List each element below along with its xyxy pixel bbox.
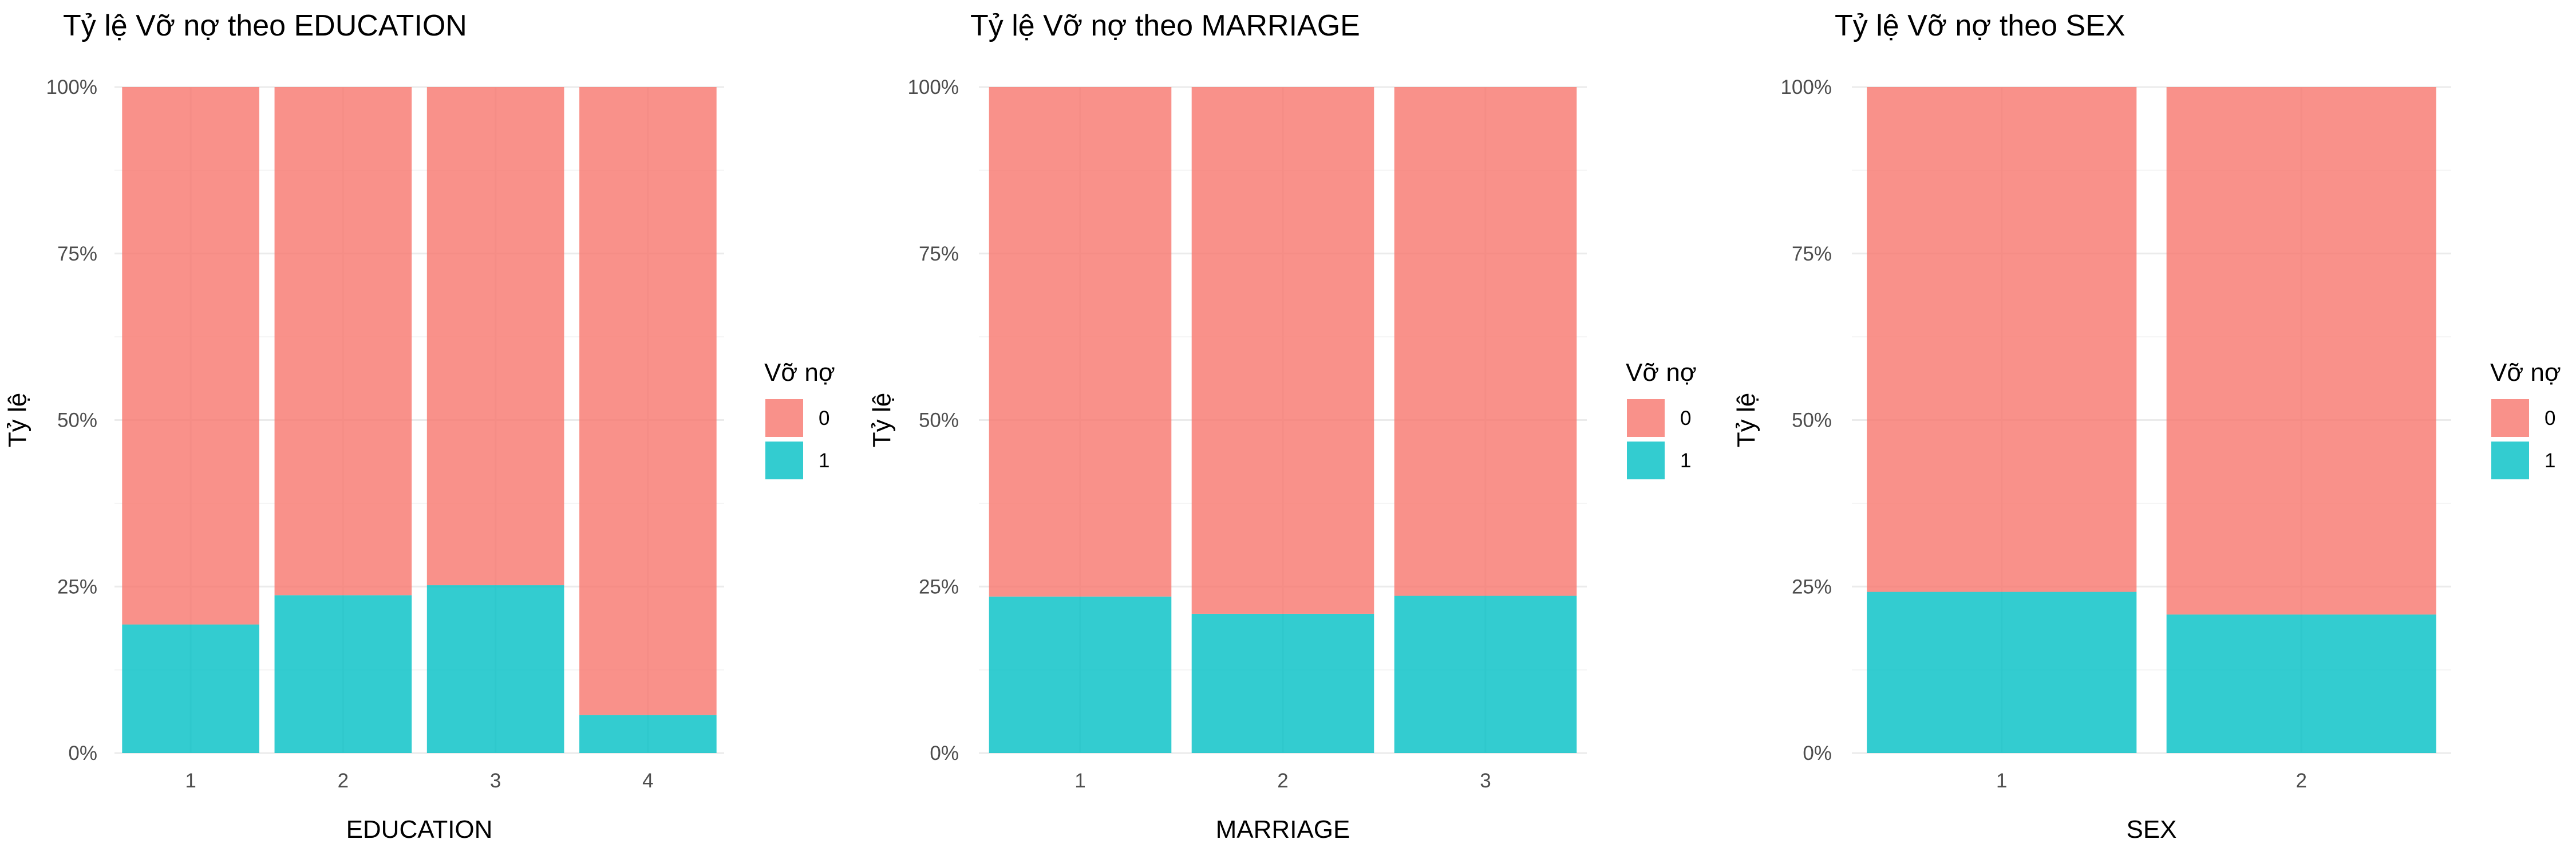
x-tick-label: 2 [338,770,349,792]
legend-key-0 [2491,399,2529,437]
bar-segment-1-cat-1 [1867,592,2137,753]
bar-segment-1-cat-2 [1191,613,1374,753]
bar-segment-1-cat-2 [2166,614,2436,753]
legend-key-0 [1627,399,1665,437]
bar-segment-0-cat-1 [122,87,259,625]
chart-title: Tỷ lệ Vỡ nợ theo EDUCATION [63,9,467,42]
legend-title: Vỡ nợ [2490,358,2561,387]
y-tick-label: 75% [1792,243,1832,265]
x-tick-label: 3 [1480,770,1491,792]
y-tick-label: 25% [919,576,959,598]
x-tick-label: 1 [1074,770,1085,792]
legend-label: 0 [1680,407,1691,430]
y-axis-title: Tỷ lệ [1732,393,1760,447]
bar-segment-1-cat-1 [989,596,1172,753]
legend-label: 1 [1680,450,1691,472]
bar-segment-1-cat-4 [579,715,717,753]
legend: Vỡ nợ 0 1 [764,358,835,479]
y-tick-label: 50% [1792,409,1832,432]
y-tick-label: 100% [46,76,97,98]
y-tick-label: 100% [1780,76,1832,98]
legend-label: 1 [819,450,829,472]
x-tick-label: 1 [185,770,196,792]
legend-label: 0 [819,407,829,430]
legend-key-1 [765,442,803,479]
y-tick-label: 25% [57,576,97,598]
y-tick-label: 0% [68,742,97,765]
legend: Vỡ nợ 0 1 [1626,358,1697,479]
y-tick-label: 25% [1792,576,1832,598]
bar-segment-1-cat-3 [426,585,564,753]
legend-label: 0 [2545,407,2555,430]
y-tick-label: 75% [919,243,959,265]
y-tick-label: 75% [57,243,97,265]
x-tick-label: 2 [1277,770,1288,792]
y-tick-label: 50% [919,409,959,432]
legend-key-1 [1627,442,1665,479]
legend-title: Vỡ nợ [1626,358,1697,387]
x-tick-label: 4 [642,770,653,792]
legend: Vỡ nợ 0 1 [2490,358,2561,479]
bar-segment-1-cat-3 [1394,596,1577,753]
bar-segment-1-cat-1 [122,624,259,753]
x-tick-label: 3 [490,770,501,792]
x-axis-title: EDUCATION [346,815,493,844]
x-axis-title: MARRIAGE [1216,815,1350,844]
x-tick-label: 2 [2296,770,2307,792]
bar-segment-0-cat-1 [989,87,1172,597]
y-tick-label: 100% [907,76,959,98]
y-tick-label: 0% [1803,742,1832,765]
y-tick-label: 50% [57,409,97,432]
bar-segment-0-cat-2 [1191,87,1374,614]
chart-panel-3: 0% 25% 50% 75% 100% 1 2 Tỷ lệ Vỡ nợ theo SEX SEX… [1732,9,2561,844]
legend-key-0 [765,399,803,437]
legend-key-1 [2491,442,2529,479]
chart-panel-1: 0% 25% 50% 75% 100% 1 2 3 4 Tỷ lệ Vỡ nợ theo EDUC… [3,9,835,844]
y-axis-title: Tỷ lệ [868,393,896,447]
x-axis-title: SEX [2126,815,2176,844]
bar-segment-0-cat-3 [426,87,564,585]
chart-panel-2: 0% 25% 50% 75% 100% 1 2 3 Tỷ lệ Vỡ nợ theo MARRI… [868,9,1697,844]
bar-segment-0-cat-3 [1394,87,1577,596]
chart-title: Tỷ lệ Vỡ nợ theo SEX [1835,9,2125,42]
bar-segment-0-cat-1 [1867,87,2137,592]
chart-title: Tỷ lệ Vỡ nợ theo MARRIAGE [970,9,1360,42]
x-tick-label: 1 [1996,770,2007,792]
y-tick-label: 0% [930,742,959,765]
bar-segment-0-cat-2 [2166,87,2436,615]
bar-segment-0-cat-2 [274,87,412,596]
y-axis-title: Tỷ lệ [3,393,31,447]
bar-segment-1-cat-2 [274,595,412,753]
legend-title: Vỡ nợ [764,358,835,387]
legend-label: 1 [2545,450,2555,472]
bar-segment-0-cat-4 [579,87,717,715]
